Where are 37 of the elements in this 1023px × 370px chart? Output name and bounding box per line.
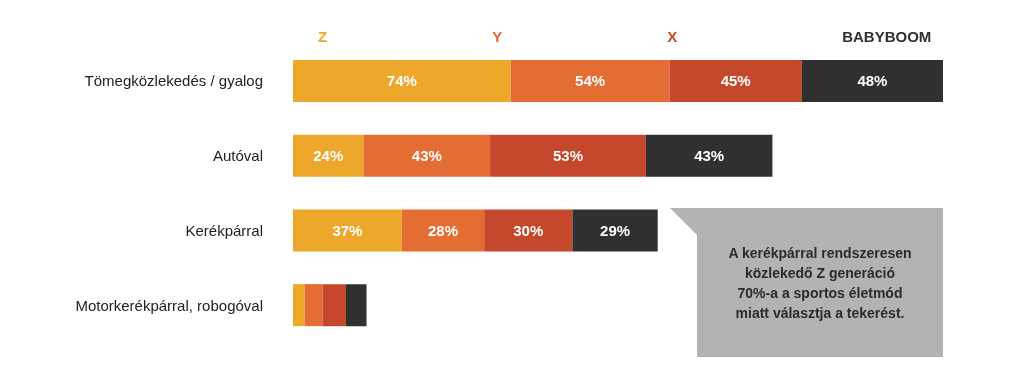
bar bbox=[363, 134, 491, 177]
bar bbox=[510, 59, 670, 102]
data-label: 24% bbox=[313, 147, 344, 165]
data-label: 54% bbox=[575, 72, 606, 90]
data-label: 74% bbox=[386, 72, 417, 90]
bar bbox=[345, 284, 367, 327]
y-tick-label: Tömegközlekedés / gyalog bbox=[84, 72, 263, 90]
bar bbox=[293, 59, 511, 102]
bar bbox=[572, 209, 658, 252]
data-label: 28% bbox=[427, 221, 459, 239]
data-label: 48% bbox=[857, 72, 888, 90]
series-label: Y bbox=[492, 28, 503, 45]
y-tick-label: Autóval bbox=[212, 147, 263, 165]
data-label: 43% bbox=[694, 147, 725, 165]
bar bbox=[304, 284, 323, 327]
bar bbox=[401, 209, 485, 252]
data-label: 29% bbox=[600, 221, 631, 239]
data-label: 37% bbox=[332, 221, 363, 239]
series-label: Z bbox=[318, 28, 328, 45]
bar bbox=[669, 59, 802, 102]
data-label: 45% bbox=[720, 72, 751, 90]
data-label: 30% bbox=[513, 221, 544, 239]
y-tick-label: Motorkerékpárral, robogóval bbox=[75, 296, 263, 314]
series-label: BABYBOOM bbox=[842, 28, 932, 45]
data-label: 43% bbox=[411, 147, 442, 165]
bar bbox=[484, 209, 573, 252]
y-tick-label: Kerékpárral bbox=[185, 221, 263, 239]
series-label: X bbox=[667, 28, 678, 45]
bar bbox=[293, 209, 402, 252]
bar bbox=[645, 134, 773, 177]
annotation: A kerékpárral rendszeresen közlekedő Z generáció 70%-a a sportos életmód miatt választja a tekerést. bbox=[727, 244, 913, 323]
data-label: 53% bbox=[552, 147, 584, 165]
bar bbox=[322, 284, 346, 327]
bar bbox=[490, 134, 646, 177]
bar bbox=[293, 134, 364, 177]
bar bbox=[293, 284, 305, 327]
bar bbox=[801, 59, 943, 102]
